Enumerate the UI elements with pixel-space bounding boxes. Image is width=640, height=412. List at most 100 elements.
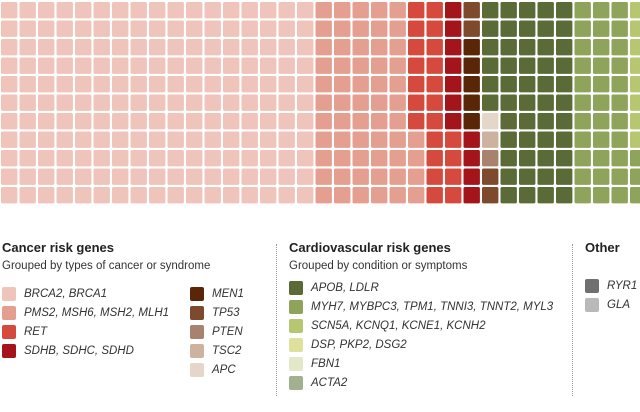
legend-label: FBN1 <box>311 357 341 370</box>
waffle-cell <box>38 94 55 111</box>
waffle-cell <box>93 113 110 130</box>
waffle-cell <box>408 76 425 93</box>
waffle-cell <box>408 150 425 167</box>
waffle-cell <box>75 57 92 74</box>
waffle-cell <box>223 57 240 74</box>
waffle-cell <box>223 131 240 148</box>
waffle-cell <box>260 150 277 167</box>
waffle-cell <box>75 20 92 37</box>
waffle-cell <box>241 131 258 148</box>
waffle-cell <box>556 113 573 130</box>
waffle-cell <box>334 187 351 204</box>
waffle-cell <box>241 150 258 167</box>
waffle-cell <box>389 20 406 37</box>
waffle-cell <box>278 94 295 111</box>
waffle-cell <box>371 113 388 130</box>
waffle-cell <box>334 39 351 56</box>
legend-item-tsc2: TSC2 <box>190 341 244 360</box>
waffle-cell <box>130 113 147 130</box>
waffle-cell <box>130 2 147 19</box>
waffle-cell <box>223 76 240 93</box>
waffle-cell <box>630 187 640 204</box>
waffle-cell <box>112 39 129 56</box>
legend-label: APC <box>212 363 236 376</box>
waffle-cell <box>500 187 517 204</box>
waffle-cell <box>389 150 406 167</box>
other-legend-section: Other <box>585 240 620 256</box>
legend-label: MEN1 <box>212 287 244 300</box>
legend-label: TP53 <box>212 306 240 319</box>
waffle-cell <box>482 2 499 19</box>
legend-label: MYH7, MYBPC3, TPM1, TNNI3, TNNT2, MYL3 <box>311 300 554 313</box>
section-divider <box>572 244 573 396</box>
waffle-cell <box>611 187 628 204</box>
waffle-cell <box>186 131 203 148</box>
waffle-cell <box>278 20 295 37</box>
waffle-cell <box>593 39 610 56</box>
waffle-cell <box>149 76 166 93</box>
waffle-cell <box>260 76 277 93</box>
waffle-cell <box>556 131 573 148</box>
waffle-cell <box>556 94 573 111</box>
waffle-cell <box>260 131 277 148</box>
waffle-cell <box>519 2 536 19</box>
waffle-cell <box>537 113 554 130</box>
waffle-cell <box>463 76 480 93</box>
waffle-cell <box>56 168 73 185</box>
waffle-cell <box>352 168 369 185</box>
waffle-cell <box>167 131 184 148</box>
waffle-cell <box>389 187 406 204</box>
waffle-cell <box>204 20 221 37</box>
waffle-cell <box>278 187 295 204</box>
waffle-cell <box>149 57 166 74</box>
waffle-cell <box>130 187 147 204</box>
waffle-cell <box>445 187 462 204</box>
waffle-cell <box>463 168 480 185</box>
waffle-cell <box>537 187 554 204</box>
waffle-cell <box>371 150 388 167</box>
waffle-cell <box>611 76 628 93</box>
waffle-cell <box>260 57 277 74</box>
waffle-cell <box>112 150 129 167</box>
waffle-cell <box>130 94 147 111</box>
waffle-cell <box>278 2 295 19</box>
waffle-cell <box>130 39 147 56</box>
waffle-cell <box>19 150 36 167</box>
section-divider <box>276 244 277 396</box>
waffle-cell <box>593 150 610 167</box>
waffle-cell <box>241 187 258 204</box>
waffle-cell <box>574 2 591 19</box>
waffle-cell <box>482 168 499 185</box>
waffle-cell <box>1 57 18 74</box>
waffle-cell <box>75 94 92 111</box>
waffle-cell <box>537 57 554 74</box>
waffle-cell <box>297 2 314 19</box>
waffle-cell <box>445 39 462 56</box>
waffle-cell <box>1 187 18 204</box>
legend-label: SCN5A, KCNQ1, KCNE1, KCNH2 <box>311 319 486 332</box>
waffle-cell <box>352 187 369 204</box>
legend-swatch <box>190 305 204 320</box>
waffle-cell <box>574 57 591 74</box>
waffle-cell <box>611 20 628 37</box>
waffle-cell <box>204 2 221 19</box>
waffle-cell <box>93 20 110 37</box>
waffle-cell <box>389 39 406 56</box>
waffle-cell <box>537 168 554 185</box>
waffle-cell <box>56 57 73 74</box>
waffle-cell <box>463 20 480 37</box>
waffle-cell <box>241 20 258 37</box>
waffle-cell <box>1 168 18 185</box>
waffle-cell <box>75 76 92 93</box>
waffle-cell <box>112 113 129 130</box>
waffle-cell <box>352 76 369 93</box>
waffle-cell <box>223 168 240 185</box>
waffle-cell <box>519 131 536 148</box>
waffle-cell <box>130 57 147 74</box>
legend-item-lynch: PMS2, MSH6, MSH2, MLH1 <box>2 303 169 322</box>
waffle-cell <box>482 187 499 204</box>
waffle-cell <box>537 76 554 93</box>
waffle-cell <box>93 131 110 148</box>
waffle-cell <box>186 76 203 93</box>
waffle-cell <box>408 57 425 74</box>
